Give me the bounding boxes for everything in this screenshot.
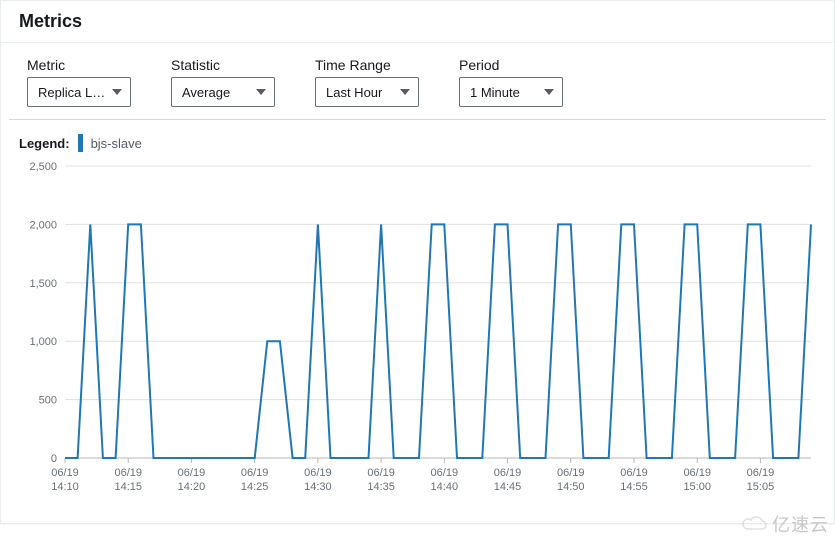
svg-text:06/19: 06/19	[683, 467, 711, 479]
svg-text:14:15: 14:15	[114, 481, 142, 493]
timerange-dropdown[interactable]: Last Hour	[315, 77, 419, 107]
svg-text:14:40: 14:40	[431, 481, 459, 493]
svg-text:14:55: 14:55	[620, 481, 648, 493]
svg-text:1,500: 1,500	[29, 278, 57, 290]
svg-text:06/19: 06/19	[178, 467, 206, 479]
chevron-down-icon	[256, 89, 266, 95]
metrics-panel: Metrics Metric Replica La… Statistic Ave…	[0, 0, 835, 524]
svg-text:06/19: 06/19	[557, 467, 585, 479]
svg-text:0: 0	[51, 453, 57, 465]
statistic-selected: Average	[182, 85, 230, 100]
panel-header: Metrics	[1, 1, 834, 43]
statistic-label: Statistic	[171, 57, 275, 73]
metric-control: Metric Replica La…	[27, 57, 131, 107]
svg-text:14:45: 14:45	[494, 481, 522, 493]
chevron-down-icon	[400, 89, 410, 95]
svg-text:06/19: 06/19	[494, 467, 522, 479]
svg-text:06/19: 06/19	[114, 467, 142, 479]
line-chart: 0 500 1,000 1,500 2,000 2,500 06/19 14:10 06/19 1…	[13, 160, 823, 500]
svg-text:06/19: 06/19	[304, 467, 332, 479]
period-control: Period 1 Minute	[459, 57, 563, 107]
period-label: Period	[459, 57, 563, 73]
chart-container: 0 500 1,000 1,500 2,000 2,500 06/19 14:10 06/19 1…	[1, 160, 834, 523]
legend-row: Legend: bjs-slave	[1, 120, 834, 160]
svg-text:06/19: 06/19	[241, 467, 269, 479]
svg-text:2,000: 2,000	[29, 219, 57, 231]
chevron-down-icon	[544, 89, 554, 95]
legend-label: Legend:	[19, 136, 70, 151]
timerange-control: Time Range Last Hour	[315, 57, 419, 107]
metric-selected: Replica La…	[38, 85, 112, 100]
legend-series-name: bjs-slave	[91, 136, 142, 151]
svg-text:2,500: 2,500	[29, 161, 57, 173]
svg-text:06/19: 06/19	[431, 467, 459, 479]
panel-title: Metrics	[19, 11, 82, 31]
svg-text:15:00: 15:00	[683, 481, 711, 493]
metric-dropdown[interactable]: Replica La…	[27, 77, 131, 107]
svg-text:06/19: 06/19	[620, 467, 648, 479]
metric-label: Metric	[27, 57, 131, 73]
period-dropdown[interactable]: 1 Minute	[459, 77, 563, 107]
statistic-control: Statistic Average	[171, 57, 275, 107]
timerange-selected: Last Hour	[326, 85, 382, 100]
svg-text:500: 500	[39, 395, 57, 407]
svg-text:14:30: 14:30	[304, 481, 332, 493]
legend-swatch	[78, 134, 83, 152]
statistic-dropdown[interactable]: Average	[171, 77, 275, 107]
svg-text:06/19: 06/19	[367, 467, 395, 479]
timerange-label: Time Range	[315, 57, 419, 73]
svg-text:14:35: 14:35	[367, 481, 395, 493]
svg-text:14:10: 14:10	[51, 481, 79, 493]
svg-text:15:05: 15:05	[747, 481, 775, 493]
svg-text:06/19: 06/19	[51, 467, 79, 479]
period-selected: 1 Minute	[470, 85, 520, 100]
svg-text:14:20: 14:20	[178, 481, 206, 493]
controls-row: Metric Replica La… Statistic Average Tim…	[9, 43, 826, 120]
chevron-down-icon	[112, 89, 122, 95]
svg-text:14:50: 14:50	[557, 481, 585, 493]
svg-text:06/19: 06/19	[747, 467, 775, 479]
svg-text:1,000: 1,000	[29, 336, 57, 348]
svg-text:14:25: 14:25	[241, 481, 269, 493]
